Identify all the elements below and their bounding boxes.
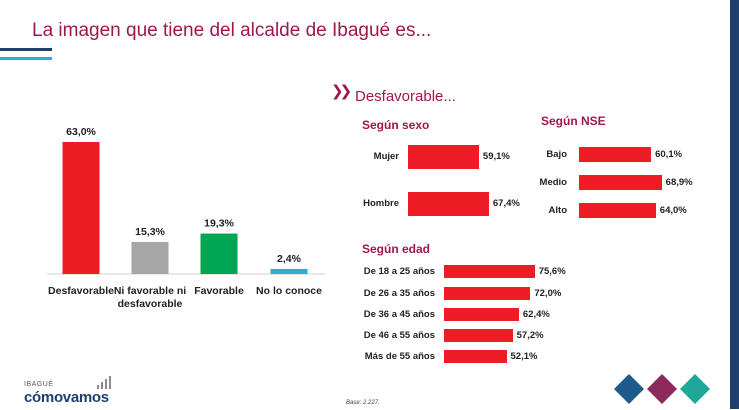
category-label: De 36 a 45 años bbox=[363, 308, 435, 320]
main-bar-chart: 63,0% Desfavorable 15,3% Ni favorable nides… bbox=[47, 126, 325, 310]
bar bbox=[131, 241, 169, 274]
category-label: Medio bbox=[539, 176, 567, 188]
panel-title-sexo: Según sexo bbox=[362, 118, 430, 132]
data-label: 75,6% bbox=[538, 265, 566, 277]
data-label: 52,1% bbox=[510, 350, 538, 362]
data-label: 68,9% bbox=[665, 176, 693, 188]
bar bbox=[444, 329, 513, 342]
data-label: 19,3% bbox=[204, 218, 234, 230]
category-label: Mujer bbox=[373, 151, 399, 162]
diamond-purple bbox=[647, 374, 677, 404]
chevron-double-right-icon: ❯❯ bbox=[331, 83, 352, 100]
category-label: Ni favorable ni bbox=[114, 285, 186, 297]
brand-logo-text: cómovamos bbox=[24, 389, 109, 406]
data-label: 62,4% bbox=[522, 308, 550, 320]
category-label: desfavorable bbox=[118, 298, 183, 310]
right-edge-bar bbox=[730, 0, 739, 409]
category-label: Alto bbox=[548, 204, 567, 216]
category-label: Desfavorable bbox=[48, 285, 114, 297]
bar bbox=[579, 147, 652, 162]
category-label: Más de 55 años bbox=[364, 350, 435, 362]
bar bbox=[408, 145, 479, 169]
brand-city: IBAGUÉ bbox=[24, 381, 54, 388]
data-label: 72,0% bbox=[534, 287, 562, 299]
data-label: 15,3% bbox=[135, 226, 165, 238]
panel-title-nse: Según NSE bbox=[541, 114, 606, 128]
bar bbox=[444, 287, 531, 300]
page-title: La imagen que tiene del alcalde de Ibagu… bbox=[32, 20, 432, 41]
bar bbox=[408, 192, 489, 216]
category-label: Bajo bbox=[546, 148, 567, 160]
decorative-diamonds bbox=[614, 374, 710, 404]
category-label: De 46 a 55 años bbox=[363, 329, 435, 341]
diamond-blue bbox=[614, 374, 644, 404]
category-label: Favorable bbox=[194, 285, 244, 297]
section-title: Desfavorable... bbox=[355, 88, 456, 105]
data-label: 57,2% bbox=[516, 329, 544, 341]
category-label: De 26 a 35 años bbox=[363, 287, 435, 299]
header-decoration bbox=[0, 48, 52, 60]
bar bbox=[62, 142, 100, 274]
base-note: Base: 2.227. bbox=[346, 400, 380, 406]
data-label: 2,4% bbox=[277, 253, 302, 265]
bar bbox=[579, 175, 662, 190]
diamond-teal bbox=[680, 374, 710, 404]
bar bbox=[444, 308, 519, 321]
data-label: 67,4% bbox=[492, 198, 520, 209]
panel-title-edad: Según edad bbox=[362, 242, 431, 256]
data-label: 64,0% bbox=[659, 204, 687, 216]
bar bbox=[444, 265, 535, 278]
category-label: Hombre bbox=[363, 198, 399, 209]
bar bbox=[444, 350, 507, 363]
category-label: No lo conoce bbox=[256, 285, 322, 297]
bar bbox=[200, 233, 238, 274]
bar-chart-icon bbox=[97, 376, 111, 389]
data-label: 63,0% bbox=[66, 126, 96, 138]
data-label: 59,1% bbox=[482, 151, 510, 162]
bar bbox=[270, 268, 308, 274]
data-label: 60,1% bbox=[655, 148, 683, 160]
category-label: De 18 a 25 años bbox=[363, 265, 435, 277]
bar bbox=[579, 203, 656, 218]
